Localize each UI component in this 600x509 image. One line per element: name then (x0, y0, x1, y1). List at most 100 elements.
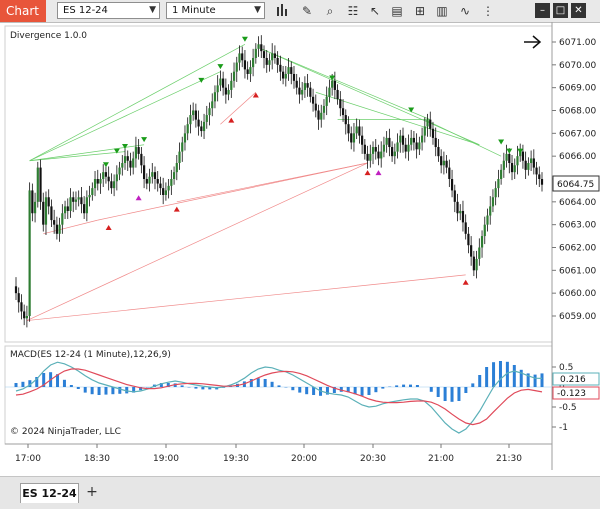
menu-icon[interactable]: ⋮ (480, 3, 496, 19)
candle-body (195, 111, 197, 120)
candle-body (203, 122, 205, 131)
candle-body (116, 174, 118, 181)
macd-histogram-bar (395, 385, 398, 387)
candle-body (198, 120, 200, 127)
candle-body (48, 197, 50, 206)
tab-es-12-24[interactable]: ES 12-24 (20, 483, 79, 503)
candle-body (67, 206, 69, 211)
macd-histogram-bar (534, 375, 537, 387)
candle-body (217, 85, 219, 92)
candle-body (514, 165, 516, 172)
candle-body (146, 179, 148, 184)
add-tab-button[interactable]: + (84, 483, 100, 501)
layers-icon[interactable]: ▤ (389, 3, 405, 19)
candle-body (290, 67, 292, 74)
macd-histogram-bar (298, 387, 301, 393)
chart-trader-icon[interactable]: ▥ (434, 3, 450, 19)
candle-body (503, 161, 505, 170)
candle-body (113, 181, 115, 188)
candle-body (151, 172, 153, 177)
time-tick-label: 19:30 (223, 454, 249, 464)
interval-selector[interactable]: 1 Minute ▼ (166, 2, 265, 19)
candle-body (538, 174, 540, 179)
candle-body (181, 142, 183, 151)
candle-body (350, 133, 352, 142)
time-tick-label: 20:00 (291, 454, 317, 464)
candle-body (50, 206, 52, 220)
candle-body (266, 58, 268, 65)
candle-body (15, 286, 17, 293)
macd-histogram-bar (194, 387, 197, 389)
price-tick-label: 6069.00 (559, 84, 596, 94)
price-tick-label: 6068.00 (559, 107, 596, 117)
candle-body (56, 225, 58, 234)
candle-body (416, 142, 418, 149)
candle-body (287, 67, 289, 74)
bar-type-icon[interactable] (275, 3, 291, 19)
candle-body (386, 138, 388, 145)
chart-plot-area[interactable]: Divergence 1.0.0 MACD(ES 12-24 (1 Minute… (0, 22, 600, 470)
pencil-icon[interactable]: ✎ (299, 3, 315, 19)
candle-body (446, 161, 448, 168)
macd-histogram-bar (104, 387, 107, 395)
strategy-icon[interactable]: ∿ (457, 3, 473, 19)
candle-body (102, 172, 104, 179)
macd-value: 0.216 (560, 375, 586, 385)
candle-body (206, 115, 208, 122)
candle-body (293, 74, 295, 81)
candle-body (454, 190, 456, 201)
candle-body (80, 197, 82, 204)
price-tick-label: 6061.00 (559, 266, 596, 276)
interval-value: 1 Minute (172, 5, 216, 16)
candle-body (356, 126, 358, 133)
candle-body (525, 161, 527, 170)
candle-body (157, 179, 159, 184)
candle-body (399, 136, 401, 143)
macd-histogram-bar (21, 382, 24, 387)
candle-body (307, 83, 309, 88)
current-price-flag: 6064.75 (553, 176, 599, 191)
candle-body (236, 63, 238, 72)
candle-body (187, 124, 189, 133)
maximize-icon[interactable]: □ (553, 3, 568, 18)
candle-body (285, 74, 287, 79)
current-price-value: 6064.75 (557, 180, 594, 190)
candle-body (219, 79, 221, 86)
macd-histogram-bar (367, 387, 370, 395)
candle-body (178, 152, 180, 163)
candle-body (467, 234, 469, 245)
zoom-icon[interactable]: ⌕ (322, 3, 338, 19)
close-icon[interactable]: ✕ (571, 3, 586, 18)
candle-body (271, 53, 273, 60)
properties-icon[interactable]: ☷ (345, 3, 361, 19)
candle-body (29, 190, 31, 316)
pointer-icon[interactable]: ↖ (367, 3, 383, 19)
grid-icon[interactable]: ⊞ (412, 3, 428, 19)
candle-body (339, 99, 341, 108)
candle-body (535, 168, 537, 175)
macd-histogram-bar (451, 387, 454, 402)
macd-label: MACD(ES 12-24 (1 Minute),12,26,9) (10, 350, 171, 360)
instrument-selector[interactable]: ES 12-24 ▼ (57, 2, 160, 19)
candle-body (233, 72, 235, 81)
candle-body (263, 51, 265, 58)
chart-window-tab[interactable]: Chart (0, 0, 46, 22)
candle-body (69, 197, 71, 211)
candle-body (489, 206, 491, 215)
candle-body (432, 129, 434, 138)
candle-body (94, 179, 96, 188)
candle-body (53, 220, 55, 225)
signal-value: -0.123 (557, 389, 586, 399)
candle-body (127, 156, 129, 161)
candle-body (31, 190, 33, 213)
candle-body (88, 195, 90, 197)
macd-histogram-bar (361, 387, 364, 396)
candle-body (296, 81, 298, 88)
candle-body (377, 152, 379, 159)
candle-body (369, 154, 371, 161)
macd-histogram-bar (374, 387, 377, 392)
time-tick-label: 17:00 (15, 454, 41, 464)
macd-histogram-bar (111, 387, 114, 394)
minimize-icon[interactable]: – (535, 3, 550, 18)
candle-body (511, 163, 513, 172)
